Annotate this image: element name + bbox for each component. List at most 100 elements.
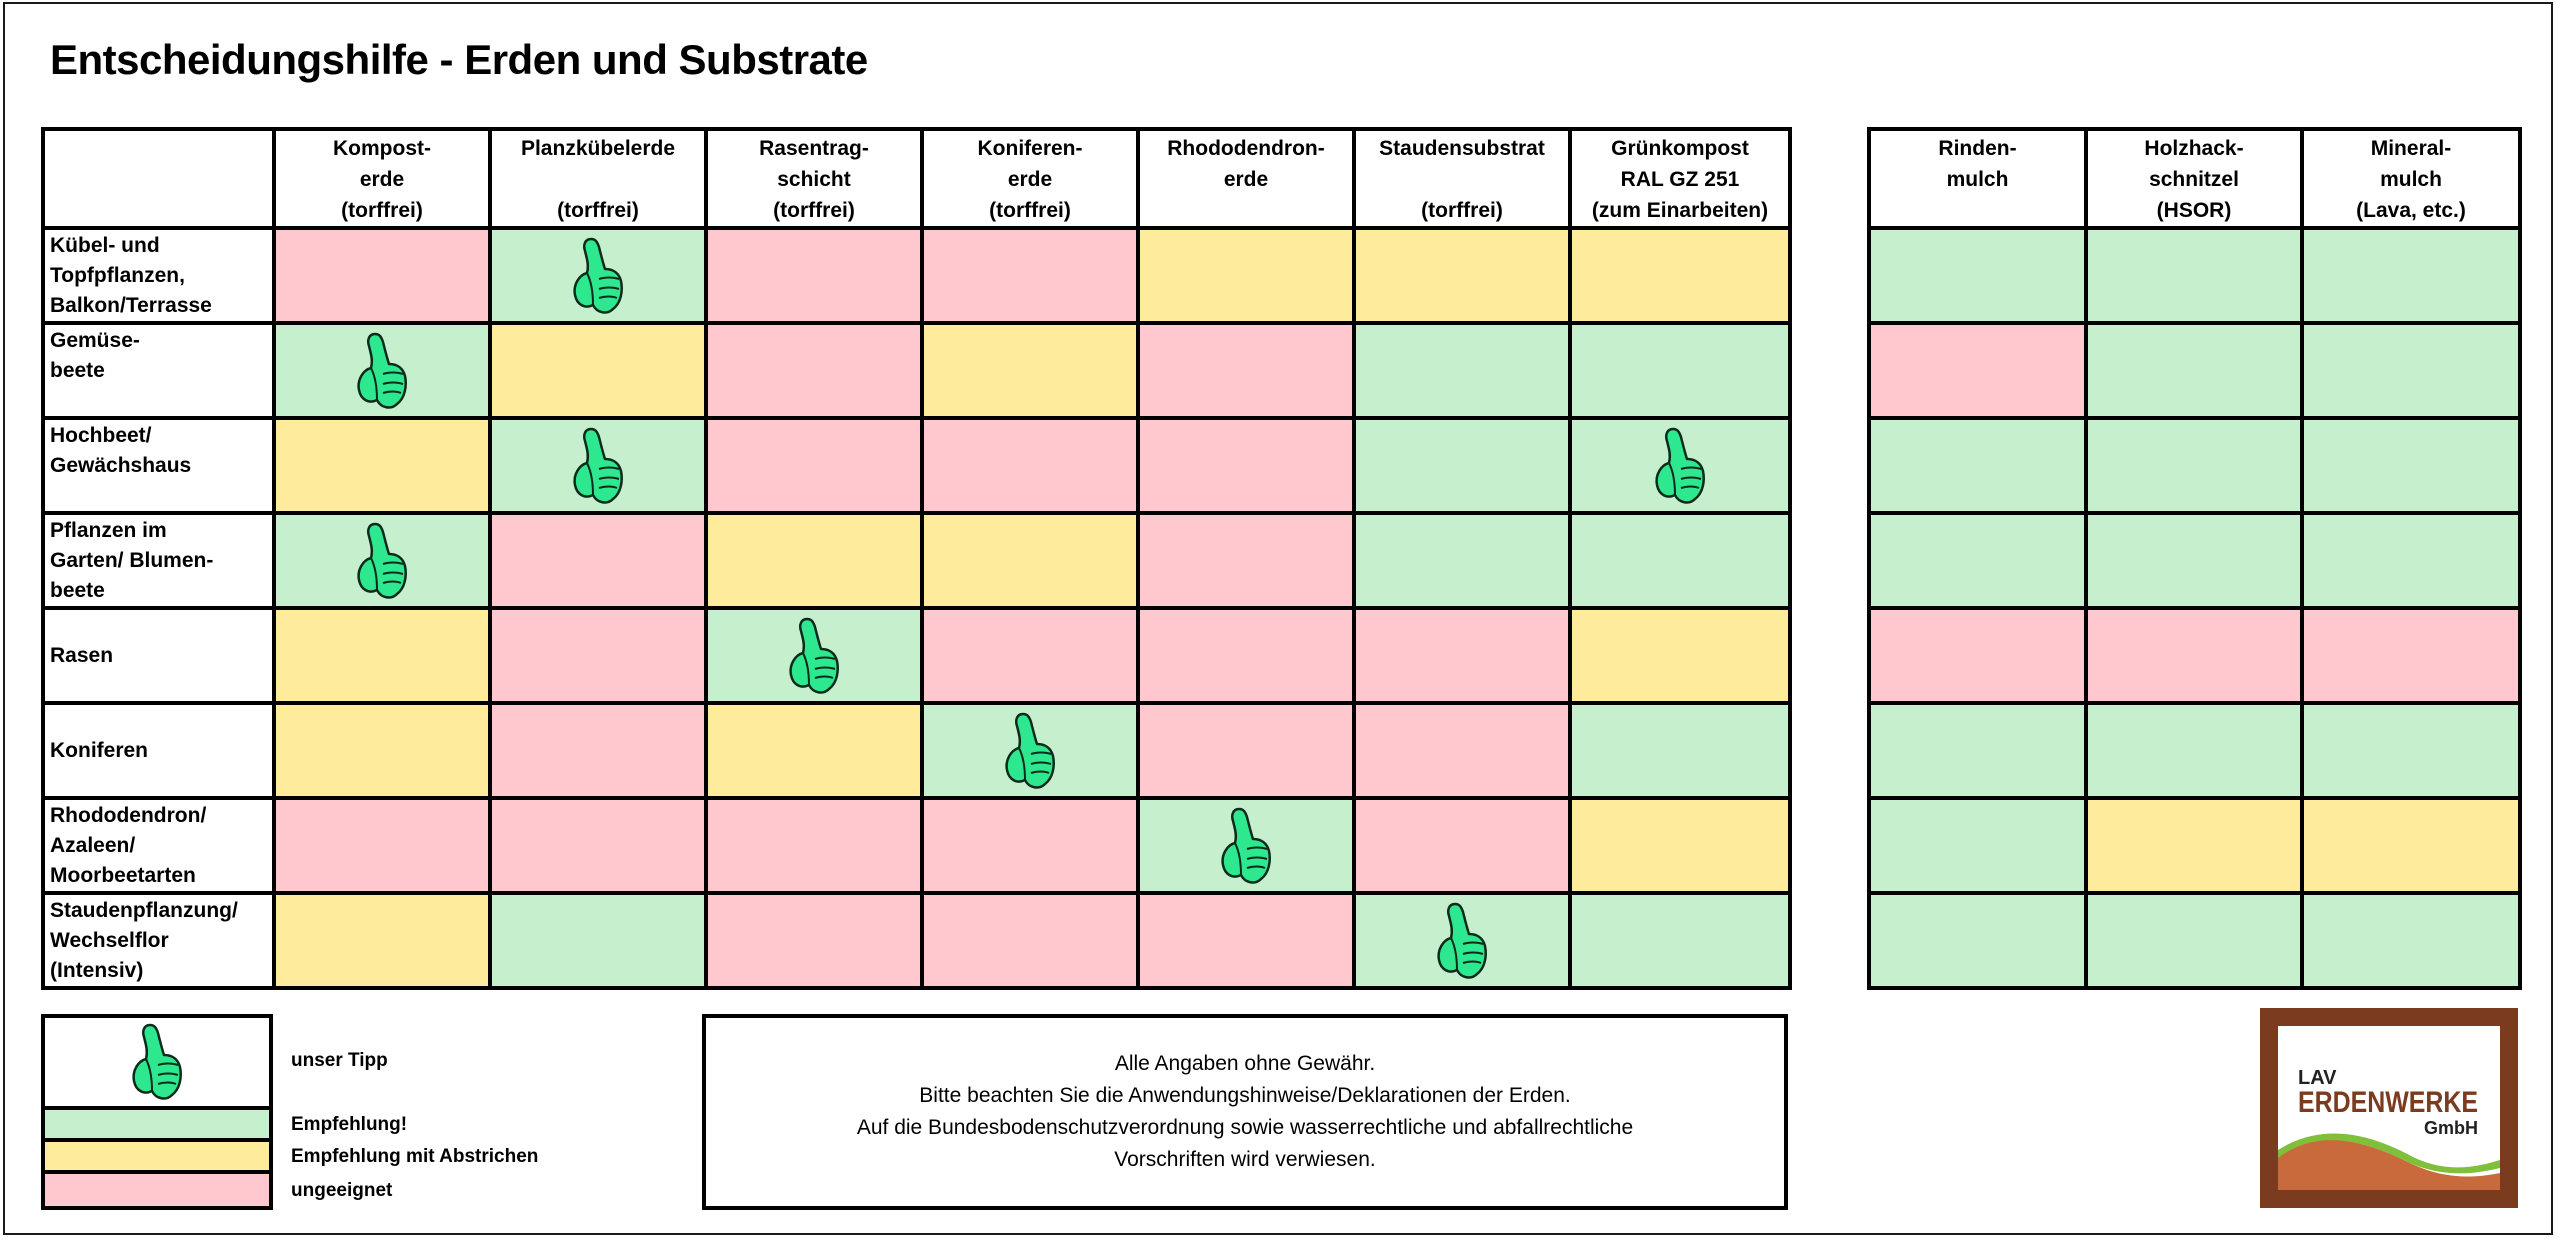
rating-cell-unsuitable xyxy=(1136,606,1356,705)
table-row: Hochbeet/Gewächshaus xyxy=(41,416,1792,515)
column-header-line: (torffrei) xyxy=(341,199,423,222)
rating-cell-recommended xyxy=(1568,891,1792,990)
column-header-main-5: Staudensubstrat (torffrei) xyxy=(1352,127,1572,230)
column-header-line: Rasentrag- xyxy=(759,137,869,160)
disclaimer-line: Bitte beachten Sie die Anwendungshinweis… xyxy=(919,1084,1571,1107)
column-header-line: mulch xyxy=(1946,168,2009,191)
rating-cell-recommended xyxy=(2300,416,2522,515)
row-label-line: Rhododendron/ xyxy=(50,803,207,827)
rating-cell-recommended xyxy=(2300,511,2522,610)
rating-cell-recommended xyxy=(2084,321,2304,420)
column-header-mulch-1: Holzhack-schnitzel (HSOR) xyxy=(2084,127,2304,230)
rating-cell-unsuitable xyxy=(704,321,924,420)
table-row xyxy=(1867,416,2522,515)
thumbs-up-icon xyxy=(357,332,407,409)
rating-cell-unsuitable xyxy=(2084,606,2304,705)
company-logo: LAV ERDENWERKE GmbH xyxy=(2260,1008,2518,1208)
column-header-line: erde xyxy=(359,168,405,191)
logo-grass-wave xyxy=(2278,1133,2500,1174)
table-row: Gemüse-beete xyxy=(41,321,1792,420)
row-label-line: (Intensiv) xyxy=(50,958,144,982)
column-header-main-2: Rasentrag-schicht (torffrei) xyxy=(704,127,924,230)
rating-cell-recommended xyxy=(488,226,708,325)
column-header-line: (torffrei) xyxy=(1421,199,1503,222)
column-header-main-1: Planzkübelerde (torffrei) xyxy=(488,127,708,230)
column-header-line: Holzhack- xyxy=(2144,137,2244,160)
legend-swatch-tip xyxy=(41,1014,273,1110)
rating-cell-recommended xyxy=(1136,796,1356,895)
rating-cell-recommended xyxy=(2300,226,2522,325)
row-label: Koniferen xyxy=(41,701,276,800)
column-header-line xyxy=(1871,195,2084,226)
table-row xyxy=(1867,511,2522,610)
column-header-main-6: Grünkompost RAL GZ 251 (zum Einarbeiten) xyxy=(1568,127,1792,230)
logo-line2: ERDENWERKE xyxy=(2298,1086,2478,1119)
rating-cell-unsuitable xyxy=(1352,606,1572,705)
column-header-main-3: Koniferen-erde (torffrei) xyxy=(920,127,1140,230)
rating-cell-unsuitable xyxy=(1136,321,1356,420)
rating-cell-limited xyxy=(272,891,492,990)
row-label-line: beete xyxy=(50,358,105,382)
rating-cell-recommended xyxy=(1568,701,1792,800)
column-header-line: Rinden- xyxy=(1938,137,2017,160)
rating-cell-unsuitable xyxy=(1352,701,1572,800)
column-header-main-4: Rhododendron-erde xyxy=(1136,127,1356,230)
rating-cell-recommended xyxy=(272,321,492,420)
rating-cell-recommended xyxy=(1352,321,1572,420)
table-row xyxy=(1867,606,2522,705)
rating-cell-unsuitable xyxy=(920,226,1140,325)
rating-cell-limited xyxy=(272,701,492,800)
rating-cell-unsuitable xyxy=(488,796,708,895)
column-header-line: (HSOR) xyxy=(2156,199,2232,222)
rating-cell-limited xyxy=(488,321,708,420)
column-header-line: (torffrei) xyxy=(773,199,855,222)
rating-cell-limited xyxy=(920,511,1140,610)
rating-cell-unsuitable xyxy=(272,226,492,325)
rating-cell-recommended xyxy=(1867,416,2088,515)
rating-cell-limited xyxy=(2084,796,2304,895)
row-label: Kübel- und Topfpflanzen, Balkon/Terrasse xyxy=(41,226,276,325)
thumbs-up-icon xyxy=(1221,807,1271,884)
rating-cell-unsuitable xyxy=(704,416,924,515)
row-label: Rasen xyxy=(41,606,276,705)
table-header-row: Rinden-mulch Holzhack-schnitzel (HSOR) Mine… xyxy=(1867,127,2522,230)
rating-cell-recommended xyxy=(920,701,1140,800)
table-row: Rasen xyxy=(41,606,1792,705)
rating-cell-limited xyxy=(272,606,492,705)
table-row xyxy=(1867,321,2522,420)
row-label-line: Hochbeet/ xyxy=(50,423,152,447)
column-header-mulch-2: Mineral-mulch (Lava, etc.) xyxy=(2300,127,2522,230)
logo-line1: LAV xyxy=(2298,1067,2337,1089)
rating-cell-unsuitable xyxy=(488,606,708,705)
row-label-line: Gemüse- xyxy=(50,328,140,352)
rating-cell-limited xyxy=(920,321,1140,420)
rating-cell-unsuitable xyxy=(920,891,1140,990)
legend-swatch-green xyxy=(41,1106,273,1142)
row-label-line: Moorbeetarten xyxy=(50,863,196,887)
column-header-line: erde xyxy=(1007,168,1053,191)
legend-label-green: Empfehlung! xyxy=(291,1114,408,1135)
rating-cell-limited xyxy=(1136,226,1356,325)
thumbs-up-icon xyxy=(357,522,407,599)
rating-cell-recommended xyxy=(1867,701,2088,800)
rating-cell-limited xyxy=(704,511,924,610)
corner-cell xyxy=(41,127,276,230)
disclaimer-line: Vorschriften wird verwiesen. xyxy=(1114,1148,1376,1171)
row-label-line: Wechselflor xyxy=(50,928,169,952)
rating-cell-recommended xyxy=(1352,416,1572,515)
table-header-row: Kompost-erde (torffrei) Planzkübelerde (tor… xyxy=(41,127,1792,230)
rating-cell-recommended xyxy=(1568,416,1792,515)
table-row: Koniferen xyxy=(41,701,1792,800)
logo-soil-wave xyxy=(2278,1139,2500,1190)
page-title: Entscheidungshilfe - Erden und Substrate xyxy=(50,36,868,83)
column-header-line: schicht xyxy=(777,168,851,191)
table-row: Staudenpflanzung/Wechselflor (Intensiv) xyxy=(41,891,1792,990)
rating-cell-recommended xyxy=(704,606,924,705)
table-row: Rhododendron/Azaleen/Moorbeetarten xyxy=(41,796,1792,895)
logo-line3: GmbH xyxy=(2424,1118,2478,1138)
row-label-line xyxy=(50,386,272,416)
row-label: Rhododendron/Azaleen/Moorbeetarten xyxy=(41,796,276,895)
column-header-line: schnitzel xyxy=(2149,168,2239,191)
rating-cell-limited xyxy=(1568,796,1792,895)
rating-cell-recommended xyxy=(2084,891,2304,990)
